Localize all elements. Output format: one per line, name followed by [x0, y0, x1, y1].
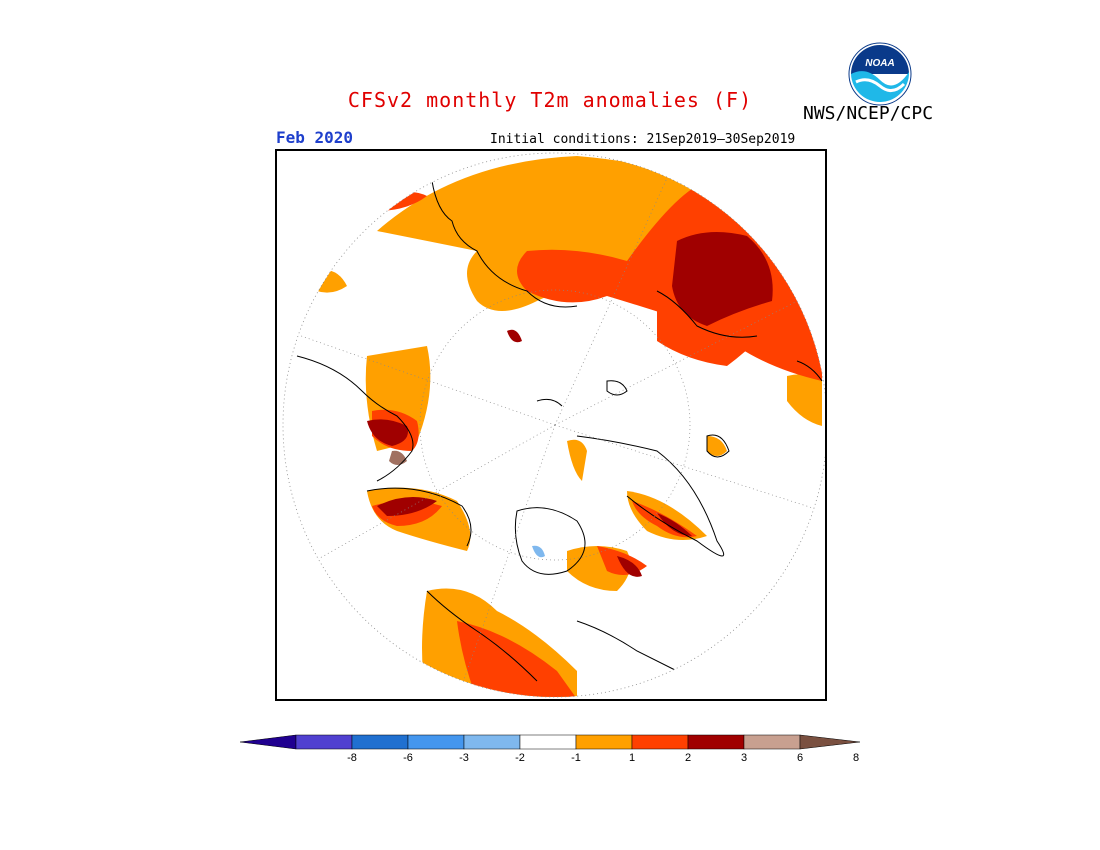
legend-swatch	[743, 734, 801, 750]
legend-arrow-high	[799, 734, 861, 750]
noaa-logo-icon: NOAA	[848, 42, 912, 106]
legend-arrow-low	[239, 734, 297, 750]
legend-tick-label: -1	[571, 752, 581, 764]
legend-swatch	[519, 734, 577, 750]
legend-tick-label: 3	[740, 752, 748, 764]
legend-swatch	[407, 734, 465, 750]
legend-tick-label: 8	[852, 752, 860, 764]
graticule	[286, 155, 823, 697]
polar-map	[282, 152, 825, 698]
map-title: CFSv2 monthly T2m anomalies (F)	[347, 88, 753, 112]
legend-swatch	[631, 734, 689, 750]
color-legend	[239, 734, 861, 750]
legend-tick-label: 2	[684, 752, 692, 764]
anomaly-shading-darkred	[367, 232, 773, 577]
legend-swatch	[295, 734, 353, 750]
legend-swatch	[463, 734, 521, 750]
legend-tick-label: -6	[403, 752, 413, 764]
initial-conditions-label: Initial conditions: 21Sep2019–30Sep2019	[490, 132, 796, 147]
map-frame	[275, 149, 827, 701]
month-label: Feb 2020	[276, 128, 354, 147]
legend-swatch	[351, 734, 409, 750]
legend-tick-label: -8	[347, 752, 357, 764]
legend-tick-label: -3	[459, 752, 469, 764]
legend-swatch	[575, 734, 633, 750]
coastlines	[296, 180, 823, 682]
anomaly-shading-blue	[532, 545, 545, 558]
anomaly-shading-brown	[389, 450, 407, 465]
logo-text: NOAA	[865, 58, 894, 69]
legend-swatch	[687, 734, 745, 750]
legend-tick-label: 6	[796, 752, 804, 764]
legend-tick-label: 1	[628, 752, 636, 764]
agency-label: NWS/NCEP/CPC	[803, 103, 934, 124]
legend-tick-label: -2	[515, 752, 525, 764]
